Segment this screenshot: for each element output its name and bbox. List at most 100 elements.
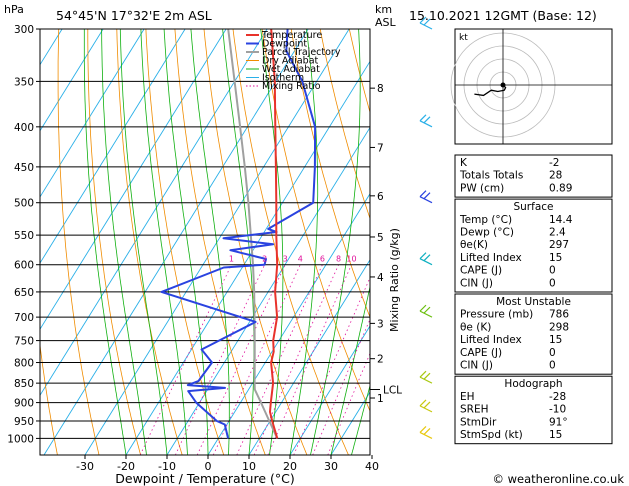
pressure-tick-label: 450	[14, 162, 34, 174]
legend-item-label: Dewpoint	[262, 39, 307, 50]
mixing-ratio-line	[312, 318, 370, 455]
dry-adiabat-line	[40, 342, 58, 455]
temperature-tick-label: 40	[365, 460, 379, 473]
temperature-tick-label: 10	[242, 460, 256, 473]
mixing-ratio-line	[253, 264, 339, 455]
pressure-tick-label: 300	[14, 24, 34, 36]
table-row-value: 0.89	[549, 182, 572, 194]
stats-tables: K -2 Totals Totals 28 PW (cm) 0.89 SurfaceTemp…	[454, 154, 613, 445]
dry-adiabat-line	[116, 29, 183, 455]
pressure-tick-label: 350	[14, 76, 34, 88]
isotherm-line	[40, 29, 227, 331]
most-unstable-box	[454, 293, 613, 375]
table-row-value: 15	[549, 429, 562, 441]
table-row-label: SREH	[460, 404, 489, 416]
wind-barb	[419, 120, 433, 128]
pressure-tick-label: 1000	[7, 433, 34, 445]
pressure-tick-label: 400	[14, 122, 34, 134]
legend-item-label: Dry Adiabat	[262, 56, 319, 67]
pressure-tick-label: 550	[14, 230, 34, 242]
mixing-ratio-label: 25	[402, 255, 412, 264]
surface-title: Surface	[513, 201, 553, 213]
wind-barb-flag	[423, 254, 431, 262]
km-unit-label: km	[375, 3, 392, 16]
table-row-value: 0	[549, 360, 556, 372]
wind-barb	[419, 405, 433, 413]
height-tick-label: 6	[377, 191, 384, 203]
wet-adiabat-line	[140, 29, 188, 455]
table-row-label: θe(K)	[460, 239, 488, 251]
series-dewpoint-line	[160, 29, 317, 439]
wet-adiabat-line	[101, 29, 147, 455]
mixing-ratio-line	[267, 264, 352, 455]
table-row-value: 0	[549, 347, 556, 359]
wind-barb	[419, 376, 433, 384]
hodograph-stats-box	[454, 375, 613, 445]
table-row-value: -28	[549, 391, 566, 403]
wet-adiabat-line	[83, 29, 127, 455]
height-tick-label: 8	[377, 83, 384, 95]
wind-barb-flag	[423, 192, 431, 200]
table-row-label: Totals Totals	[459, 170, 523, 182]
table-row-value: -2	[549, 157, 559, 169]
table-row-label: CIN (J)	[460, 277, 493, 289]
pressure-tick-label: 700	[14, 312, 34, 324]
table-row-label: EH	[460, 391, 475, 403]
wind-barb-flag	[419, 16, 427, 24]
skewt-plot: 1 2 3 4 6 8 10 15 20 25	[40, 29, 412, 455]
mixing-ratio-line	[236, 264, 323, 455]
legend-item-label: Parcel Trajectory	[262, 47, 341, 58]
surface-box	[454, 198, 613, 293]
table-row-label: Lifted Index	[460, 252, 522, 264]
height-tick-label: 3	[377, 318, 384, 330]
temperature-ticks: -30 -20 -10 0 10 20 30 40	[76, 455, 379, 473]
table-row-value: -10	[549, 404, 566, 416]
temperature-tick-label: 0	[205, 460, 212, 473]
mixing-ratio-line	[196, 264, 286, 455]
x-axis-label: Dewpoint / Temperature (°C)	[115, 471, 294, 486]
mixing-ratio-line	[212, 264, 301, 455]
table-row-value: 15	[549, 252, 562, 264]
mixing-ratio-label: 10	[346, 255, 356, 264]
pressure-ticks: 300 350 400 450 500 550 600 650 700 750 800 850 900 9…	[7, 24, 40, 445]
height-tick-label: 4	[377, 272, 384, 284]
table-row-label: Lifted Index	[460, 334, 522, 346]
mixing-ratio-label: 6	[320, 255, 325, 264]
pressure-tick-label: 600	[14, 260, 34, 272]
isotherm-line	[40, 29, 104, 132]
isobar-lines	[40, 29, 370, 439]
wet-adiabat-line	[289, 29, 319, 455]
wind-barb	[419, 431, 433, 439]
hodograph-unit: kt	[459, 33, 468, 43]
table-row-value: 91°	[549, 416, 568, 428]
wind-barb-flag	[419, 370, 427, 378]
copyright: © weatheronline.co.uk	[492, 472, 624, 486]
dry-adiabat-line	[145, 29, 225, 455]
pressure-tick-label: 650	[14, 287, 34, 299]
mixing-ratio-axis-label: Mixing Ratio (g/kg)	[388, 228, 401, 332]
table-row-label: Dewp (°C)	[460, 227, 514, 239]
table-row-value: 0	[549, 265, 556, 277]
table-row-label: θe (K)	[460, 321, 491, 333]
pressure-tick-label: 800	[14, 358, 34, 370]
temperature-tick-label: 30	[324, 460, 338, 473]
y-axis-unit: hPa	[4, 3, 24, 16]
table-row-value: 14.4	[549, 214, 573, 226]
height-tick-label: 7	[377, 142, 384, 154]
asl-unit-label: ASL	[375, 16, 397, 29]
table-row-label: K	[460, 157, 468, 169]
table-row-value: 298	[549, 321, 569, 333]
mixing-ratio-labels: 1 2 3 4 6 8 10 15 20 25	[229, 255, 412, 264]
dry-adiabat-line	[174, 29, 266, 455]
height-tick-label: 5	[377, 232, 384, 244]
series-temperature-line	[269, 29, 279, 439]
wind-barb-flag	[419, 114, 427, 122]
isotherm-line	[166, 126, 370, 455]
hodograph-storm-marker	[500, 82, 506, 88]
table-row-value: 15	[549, 334, 562, 346]
wind-barb	[419, 258, 433, 266]
table-row-label: CAPE (J)	[460, 265, 502, 277]
wind-barbs	[419, 16, 433, 439]
